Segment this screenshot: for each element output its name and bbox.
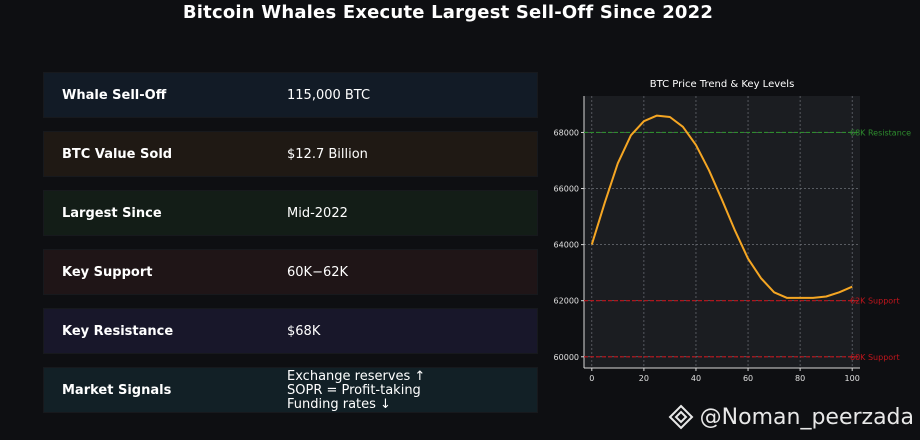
- row-value: $12.7 Billion: [287, 147, 368, 162]
- key-level-label: 68K Resistance: [850, 128, 911, 137]
- price-series-line: [590, 114, 853, 299]
- y-tick-label: 68000: [554, 128, 579, 137]
- row-value: $68K: [287, 324, 321, 339]
- x-tick-label: 40: [691, 374, 701, 383]
- row-label: Key Resistance: [62, 324, 174, 339]
- key-level-label: 62K Support: [850, 297, 900, 306]
- table-row-largest-since: Largest Since Mid-2022: [43, 190, 538, 236]
- logo-icon: [668, 404, 694, 430]
- row-value: Exchange reserves ↑ SOPR = Profit-taking…: [287, 369, 426, 412]
- page-title: Bitcoin Whales Execute Largest Sell-Off …: [182, 2, 714, 23]
- watermark-text: @Noman_peerzada: [699, 404, 914, 430]
- table-row-key-resistance: Key Resistance $68K: [43, 308, 538, 354]
- row-value: Mid-2022: [287, 206, 348, 221]
- x-tick-label: 100: [845, 374, 860, 383]
- x-tick-label: 80: [795, 374, 805, 383]
- row-label: Key Support: [62, 265, 153, 280]
- row-label: Whale Sell-Off: [62, 88, 167, 103]
- key-level-label: 60K Support: [850, 353, 900, 362]
- plot-area: [584, 96, 860, 368]
- row-value: 115,000 BTC: [287, 88, 371, 103]
- x-tick-label: 60: [743, 374, 753, 383]
- table-row-key-support: Key Support 60K−62K: [43, 249, 538, 295]
- row-label: Largest Since: [62, 206, 162, 221]
- row-label: BTC Value Sold: [62, 147, 173, 162]
- y-tick-label: 66000: [554, 185, 579, 194]
- table-row-whale-sell-off: Whale Sell-Off 115,000 BTC: [43, 72, 538, 118]
- price-chart-svg: 0 20 40 60 80 100 60000 62000 64000 66000 68000 68K…: [554, 79, 912, 383]
- table-row-btc-value-sold: BTC Value Sold $12.7 Billion: [43, 131, 538, 177]
- x-tick-label: 20: [639, 374, 649, 383]
- x-tick-label: 0: [589, 374, 594, 383]
- row-label: Market Signals: [62, 383, 172, 398]
- row-value: 60K−62K: [287, 265, 349, 280]
- y-tick-label: 62000: [554, 297, 579, 306]
- table-row-market-signals: Market Signals Exchange reserves ↑ SOPR …: [43, 367, 538, 413]
- chart-title: BTC Price Trend & Key Levels: [650, 79, 795, 90]
- y-tick-label: 60000: [554, 353, 579, 362]
- y-tick-label: 64000: [554, 241, 579, 250]
- watermark: @Noman_peerzada: [668, 404, 914, 430]
- price-chart: 0 20 40 60 80 100 60000 62000 64000 66000 68000 68K…: [548, 70, 920, 390]
